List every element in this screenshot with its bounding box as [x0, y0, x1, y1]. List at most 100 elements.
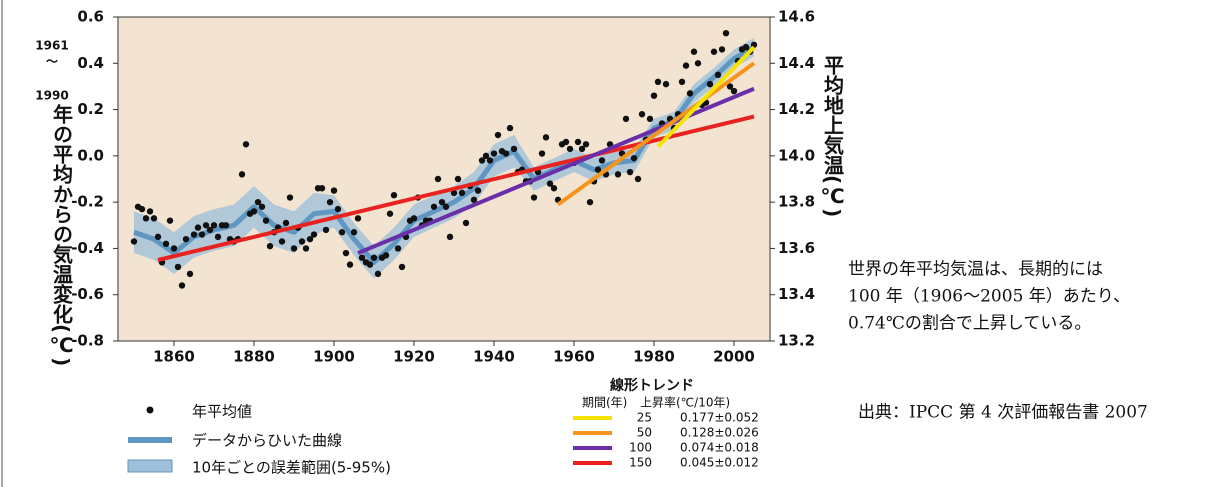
data-point	[310, 231, 318, 238]
data-point	[494, 131, 502, 139]
data-point	[238, 171, 246, 178]
y2-tick-label: 14.2	[778, 100, 815, 118]
data-point	[182, 235, 190, 243]
data-point	[154, 233, 162, 241]
data-point	[318, 185, 326, 192]
note-line: 世界の年平均気温は、長期的には	[848, 260, 1103, 280]
data-point	[486, 157, 494, 164]
legend-label: データからひいた曲線	[192, 432, 342, 450]
data-point	[530, 194, 538, 201]
data-point	[546, 180, 554, 187]
x-tick-label: 1880	[233, 348, 275, 366]
trend-header: 上昇率(℃/10年)	[640, 395, 730, 410]
data-point	[334, 205, 342, 213]
data-point	[582, 141, 590, 148]
trend-rate: 0.045±0.012	[680, 456, 759, 470]
data-point	[686, 90, 694, 97]
data-point	[638, 111, 646, 118]
y-label-part: 1990	[35, 89, 68, 103]
data-point	[302, 245, 310, 252]
data-point	[330, 187, 338, 194]
data-point	[502, 150, 510, 157]
data-point	[586, 198, 594, 206]
data-point	[358, 254, 366, 261]
data-point	[178, 282, 186, 289]
trend-period: 100	[629, 441, 652, 455]
y-label-part: 1961	[35, 39, 68, 53]
data-point	[474, 187, 482, 194]
note-line: 100 年（1906〜2005 年）あたり、	[848, 287, 1130, 307]
data-point	[390, 192, 398, 199]
data-point	[450, 189, 458, 197]
x-tick-label: 2000	[713, 348, 755, 366]
data-point	[326, 198, 334, 206]
data-point	[434, 175, 442, 183]
data-point	[206, 226, 214, 234]
y2-tick-label: 14.4	[778, 54, 815, 72]
data-point	[542, 134, 550, 141]
data-point	[510, 145, 518, 153]
y-label: 年の平均からの気温変化(℃)	[50, 103, 74, 367]
data-point	[338, 229, 346, 236]
x-tick-label: 1960	[553, 348, 595, 366]
data-point	[282, 219, 290, 227]
data-point	[342, 249, 350, 257]
y-tick-label: 0.2	[77, 100, 104, 118]
data-point	[278, 238, 286, 245]
data-point	[714, 71, 722, 79]
data-point	[566, 145, 574, 153]
data-point	[322, 226, 330, 234]
y-label-part: 〜	[46, 55, 58, 69]
data-point	[630, 154, 638, 162]
data-point	[718, 46, 726, 53]
x-tick-label: 1920	[393, 348, 435, 366]
legend-dot	[146, 406, 154, 414]
data-point	[462, 219, 470, 227]
data-point	[222, 222, 230, 229]
data-point	[290, 245, 298, 252]
data-point	[538, 150, 546, 157]
trend-rate: 0.074±0.018	[680, 441, 759, 455]
data-point	[286, 194, 294, 201]
data-point	[594, 166, 602, 173]
data-point	[214, 233, 222, 241]
data-point	[366, 261, 374, 268]
data-point	[662, 80, 670, 88]
trend-rate: 0.128±0.026	[680, 426, 759, 440]
legend-band	[127, 459, 173, 473]
data-point	[550, 185, 558, 192]
y2-label: 平均地上気温(℃)	[821, 55, 845, 217]
data-point	[742, 43, 750, 51]
data-point	[142, 215, 150, 222]
trend-line	[556, 61, 756, 207]
data-point	[478, 157, 486, 164]
trend-title: 線形トレンド	[610, 377, 694, 394]
data-point	[374, 270, 382, 278]
legend-label: 年平均値	[192, 403, 252, 421]
data-point	[562, 138, 570, 146]
data-point	[194, 224, 202, 231]
data-point	[694, 60, 702, 67]
data-point	[262, 217, 270, 224]
data-point	[370, 254, 378, 261]
data-point	[382, 252, 390, 259]
data-point	[350, 229, 358, 236]
trend-rate: 0.177±0.052	[680, 411, 759, 425]
y2-tick-label: 13.2	[778, 332, 815, 350]
data-point	[298, 238, 306, 245]
data-point	[442, 203, 450, 210]
y2-tick-label: 14.6	[778, 8, 815, 26]
data-point	[130, 238, 138, 245]
data-point	[438, 198, 446, 206]
y2-tick-label: 14.0	[778, 146, 815, 164]
note-line: 0.74℃の割合で上昇している。	[848, 314, 1091, 334]
data-point	[622, 115, 630, 123]
data-point	[306, 235, 314, 243]
data-point	[146, 208, 154, 215]
y2-tick-label: 13.6	[778, 239, 815, 257]
data-point	[654, 78, 662, 86]
data-point	[646, 115, 654, 123]
y2-tick-label: 13.4	[778, 285, 815, 303]
y-tick-label: -0.4	[71, 239, 104, 257]
